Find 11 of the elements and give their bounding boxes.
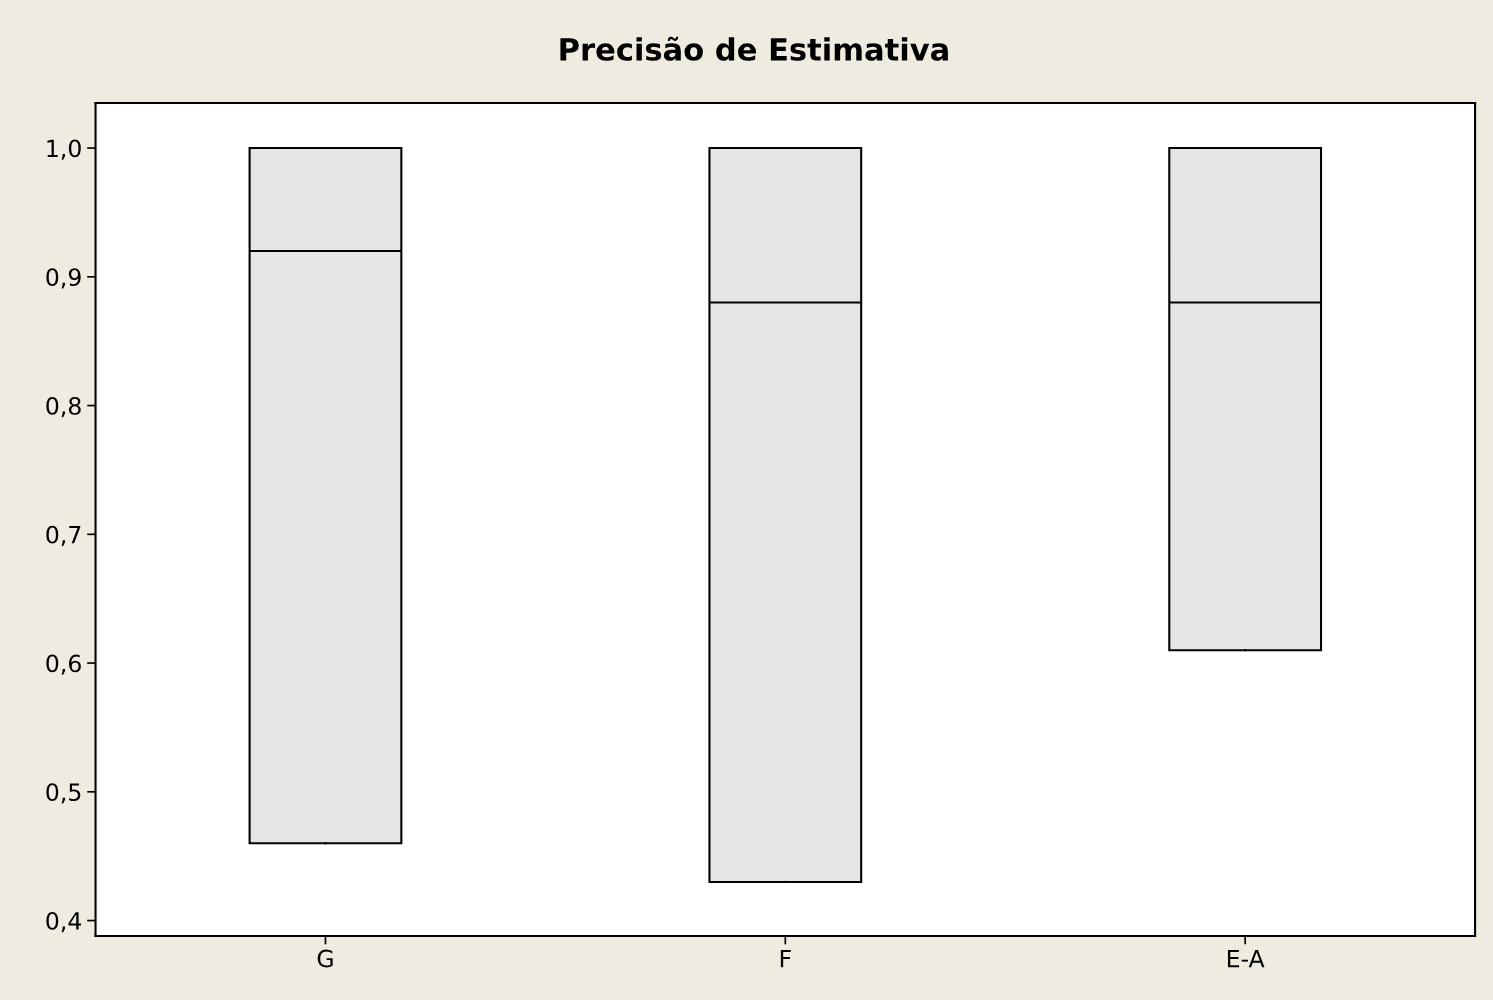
x-tick-label: G [317, 949, 333, 968]
y-tick-label: 0,5 [46, 783, 81, 804]
y-tick-label: 0,7 [46, 525, 81, 547]
y-tick-label: 0,8 [46, 397, 81, 418]
y-tick-label: 0,9 [46, 268, 81, 289]
y-tick-label: 1,0 [47, 139, 81, 160]
y-tick-label: 0,6 [46, 654, 81, 675]
y-tick-label: 0,4 [46, 912, 82, 933]
x-tick-label: E-A [1227, 949, 1265, 968]
chart-title: Precisão de Estimativa [560, 36, 948, 61]
x-tick-label: F [780, 949, 791, 968]
